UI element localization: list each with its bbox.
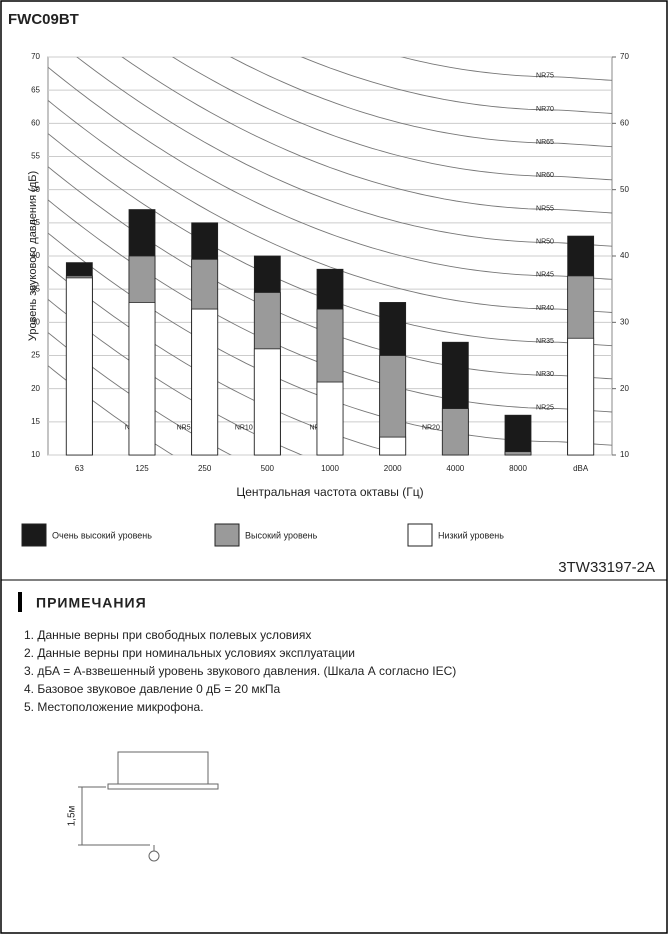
nr-curve <box>121 57 612 214</box>
bar <box>379 436 407 456</box>
mic-diagram <box>78 751 219 862</box>
y-tick-label: 60 <box>31 118 40 127</box>
legend-label: Очень высокий уровень <box>52 530 152 540</box>
bar <box>65 277 93 456</box>
nr-label: NR20 <box>422 424 440 431</box>
y2-tick-label: 60 <box>620 118 629 127</box>
x-tick-label: dBA <box>573 464 589 473</box>
x-tick-label: 8000 <box>509 464 527 473</box>
y-tick-label: 35 <box>31 284 40 293</box>
y-tick-label: 55 <box>31 152 40 161</box>
nr-label: NR55 <box>536 205 554 212</box>
nr-curve <box>76 57 612 247</box>
y2-tick-label: 70 <box>620 52 629 61</box>
nr-curve <box>48 100 612 313</box>
nr-label: NR70 <box>536 106 554 113</box>
nr-label: NR30 <box>536 371 554 378</box>
y-axis-label: Уровень звукового давления (дБ) <box>27 171 39 341</box>
x-tick-label: 250 <box>198 464 212 473</box>
doc-code: 3TW33197-2A <box>558 559 655 576</box>
bar <box>504 451 532 456</box>
nr-label: NR40 <box>536 305 554 312</box>
note-item: 3. дБА = А-взвешенный уровень звукового … <box>24 664 456 678</box>
y-tick-label: 30 <box>31 317 40 326</box>
y-tick-label: 70 <box>31 52 40 61</box>
y2-tick-label: 50 <box>620 185 629 194</box>
y2-tick-label: 30 <box>620 317 629 326</box>
legend-swatch <box>214 523 240 547</box>
legend-label: Высокий уровень <box>245 530 318 540</box>
nr-label: NR60 <box>536 172 554 179</box>
y-tick-label: 45 <box>31 218 40 227</box>
y-tick-label: 65 <box>31 85 40 94</box>
nr-curve <box>48 66 612 280</box>
y2-tick-label: 20 <box>620 384 629 393</box>
nr-curve <box>171 57 612 181</box>
note-item: 1. Данные верны при свободных полевых ус… <box>24 628 311 642</box>
bar <box>191 308 219 456</box>
nr-label: NR10 <box>235 424 253 431</box>
legend-swatch <box>21 523 47 547</box>
bar <box>504 414 532 456</box>
note-item: 4. Базовое звуковое давление 0 дБ = 20 м… <box>24 682 280 696</box>
x-tick-label: 1000 <box>321 464 339 473</box>
nr-label: NR75 <box>536 73 554 80</box>
mic-height: 1,5м <box>67 805 78 826</box>
y-tick-label: 40 <box>31 251 40 260</box>
y-tick-label: 15 <box>31 417 40 426</box>
bar <box>567 337 595 456</box>
x-tick-label: 500 <box>261 464 275 473</box>
nr-label: NR50 <box>536 239 554 246</box>
heading-bar <box>18 592 22 612</box>
nr-curve <box>300 57 612 114</box>
nr-curve <box>400 57 612 81</box>
y-tick-label: 50 <box>31 185 40 194</box>
bar <box>128 302 156 456</box>
x-tick-label: 63 <box>75 464 84 473</box>
x-tick-label: 125 <box>135 464 149 473</box>
nr-label: NR45 <box>536 272 554 279</box>
y-tick-label: 10 <box>31 450 40 459</box>
bar <box>316 381 344 456</box>
notes-heading: ПРИМЕЧАНИЯ <box>36 595 147 611</box>
nr-label: NR35 <box>536 338 554 345</box>
nr-label: NR65 <box>536 139 554 146</box>
x-tick-label: 2000 <box>384 464 402 473</box>
note-item: 5. Местоположение микрофона. <box>24 700 204 714</box>
bar <box>441 408 469 456</box>
nr-label: NR5 <box>177 424 191 431</box>
legend-label: Низкий уровень <box>438 530 504 540</box>
y2-tick-label: 10 <box>620 450 629 459</box>
y-tick-label: 25 <box>31 351 40 360</box>
x-axis-label: Центральная частота октавы (Гц) <box>236 485 423 499</box>
x-tick-label: 4000 <box>446 464 464 473</box>
y-tick-label: 20 <box>31 384 40 393</box>
notes: 1. Данные верны при свободных полевых ус… <box>24 628 456 714</box>
chart-title: FWC09BT <box>8 11 79 28</box>
legend-swatch <box>407 523 433 547</box>
bar <box>253 348 281 456</box>
chart: 10 15 20 25 30 35 40 45 50 55 60 65 70 10 20 30 40 50 60 70… <box>21 52 629 547</box>
nr-label: NR25 <box>536 404 554 411</box>
note-item: 2. Данные верны при номинальных условиях… <box>24 646 355 660</box>
y2-tick-label: 40 <box>620 251 629 260</box>
nr-curve <box>229 57 612 148</box>
